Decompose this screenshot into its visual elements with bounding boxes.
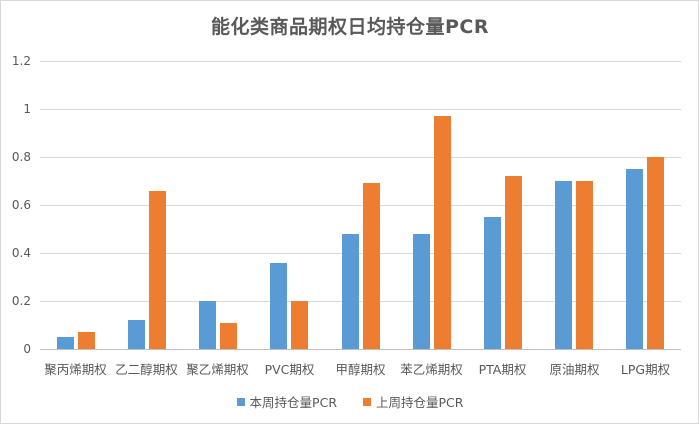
y-tick-label: 0.2	[11, 294, 31, 308]
x-category-label: 乙二醇期权	[115, 362, 178, 377]
x-category-label: PTA期权	[478, 362, 527, 377]
x-axis-line	[40, 349, 681, 350]
bar-last-week	[78, 332, 95, 349]
bar-this-week	[199, 301, 216, 349]
bar-this-week	[270, 263, 287, 349]
x-category-label: 聚乙烯期权	[186, 362, 249, 377]
bar-last-week	[647, 157, 664, 349]
y-tick-label: 1	[23, 102, 31, 116]
gridline	[40, 205, 681, 206]
gridline	[40, 301, 681, 302]
x-category-label: 甲醇期权	[335, 362, 386, 377]
y-tick-label: 1.2	[11, 54, 31, 68]
gridline	[40, 253, 681, 254]
bar-this-week	[413, 234, 430, 349]
bar-this-week	[555, 181, 572, 349]
legend-swatch-orange	[363, 397, 371, 406]
bar-last-week	[149, 191, 166, 349]
bar-last-week	[576, 181, 593, 349]
bar-last-week	[363, 183, 380, 349]
gridline	[40, 61, 681, 62]
legend-item-this-week: 本周持仓量PCR	[236, 392, 337, 411]
bar-this-week	[57, 337, 74, 349]
x-category-label: 聚丙烯期权	[44, 362, 107, 377]
y-tick-label: 0.8	[11, 150, 31, 164]
legend-item-last-week: 上周持仓量PCR	[363, 392, 463, 411]
bar-last-week	[434, 116, 451, 349]
x-category-label: 原油期权	[549, 362, 600, 377]
y-tick-label: 0	[23, 342, 31, 356]
legend-label: 本周持仓量PCR	[249, 395, 337, 410]
bar-this-week	[626, 169, 643, 349]
gridline	[40, 109, 681, 110]
legend-label: 上周持仓量PCR	[376, 395, 464, 410]
x-category-label: PVC期权	[264, 362, 315, 377]
chart-title: 能化类商品期权日均持仓量PCR	[210, 16, 489, 38]
y-tick-label: 0.4	[11, 246, 31, 260]
x-category-label: LPG期权	[620, 362, 671, 377]
legend: 本周持仓量PCR 上周持仓量PCR	[0, 392, 700, 411]
y-tick-label: 0.6	[11, 198, 31, 212]
bar-this-week	[342, 234, 359, 349]
legend-swatch-blue	[236, 397, 245, 406]
bar-this-week	[484, 217, 501, 349]
bar-last-week	[291, 301, 308, 349]
bar-last-week	[220, 323, 237, 349]
bar-this-week	[128, 320, 145, 349]
bar-last-week	[505, 176, 522, 349]
gridline	[40, 157, 681, 158]
x-category-label: 苯乙烯期权	[400, 362, 463, 377]
